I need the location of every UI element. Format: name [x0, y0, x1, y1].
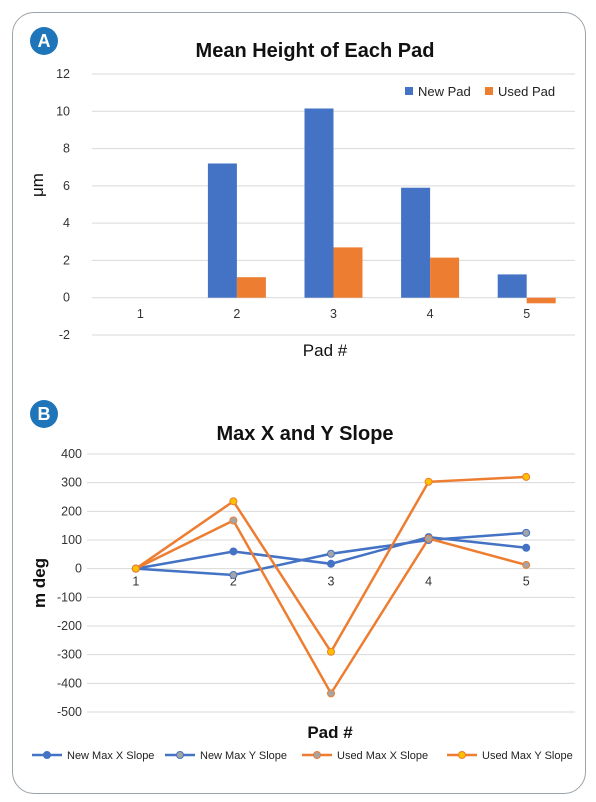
chart-b-series-lines: [131, 472, 531, 698]
bar-new-pad-pad-2: [207, 163, 237, 298]
chart-b-y-tick-label: -400: [57, 676, 82, 690]
point-used-max-x-slope-pad-2: [229, 516, 238, 525]
chart-b-y-tick-label: 200: [61, 504, 82, 518]
point-new-max-y-slope-pad-5: [522, 528, 531, 537]
bar-used-pad-pad-5: [526, 297, 556, 304]
chart-a-y-tick-label: 8: [63, 142, 70, 156]
chart-b-y-tick-label: -200: [57, 619, 82, 633]
chart-a-y-ticks: -2 0 2 4 6 8 10 12: [56, 67, 70, 342]
bar-used-pad-pad-4: [430, 257, 460, 298]
chart-a-y-tick-label: 4: [63, 216, 70, 230]
chart-a-y-tick-label: 10: [56, 104, 70, 118]
chart-a-x-tick-label: 2: [233, 307, 240, 321]
bar-new-pad-pad-3: [304, 108, 334, 298]
line-chart-max-slope: Max X and Y Slope -500 -400 -300 -200 -100 0 1…: [30, 423, 575, 762]
point-used-max-y-slope-pad-5: [522, 472, 531, 481]
chart-b-y-label: m deg: [30, 558, 49, 608]
point-used-max-y-slope-pad-4: [424, 477, 433, 486]
legend-item-used-max-y-slope: Used Max Y Slope: [447, 750, 573, 762]
legend-label-new-pad: New Pad: [418, 84, 471, 99]
chart-b-y-tick-label: -100: [57, 590, 82, 604]
panel-a-badge: A: [30, 27, 58, 55]
chart-a-x-tick-label: 3: [330, 307, 337, 321]
chart-b-y-tick-label: -300: [57, 648, 82, 662]
chart-a-legend: New Pad Used Pad: [405, 84, 555, 99]
chart-b-y-tick-label: 100: [61, 533, 82, 547]
bar-used-pad-pad-3: [333, 247, 363, 298]
chart-b-y-tick-label: 0: [75, 562, 82, 576]
legend-swatch-new-pad: [405, 87, 413, 95]
point-used-max-y-slope-pad-1: [131, 564, 140, 573]
line-used-max-x-slope: [135, 518, 527, 696]
point-new-max-x-slope-pad-3: [327, 559, 335, 568]
point-new-max-y-slope-pad-3: [327, 549, 335, 558]
figure-frame: [12, 12, 586, 794]
chart-b-legend: New Max X Slope New Max Y Slope Used Max…: [32, 750, 573, 762]
legend-label-used-pad: Used Pad: [498, 84, 555, 99]
point-used-max-x-slope-pad-5: [522, 560, 531, 569]
chart-b-x-tick-label: 1: [132, 575, 139, 589]
point-used-max-y-slope-pad-2: [229, 497, 238, 506]
bar-used-pad-pad-2: [236, 277, 266, 298]
point-new-max-x-slope-pad-2: [229, 547, 238, 556]
chart-a-y-tick-label: -2: [59, 328, 70, 342]
chart-a-x-tick-label: 4: [427, 307, 434, 321]
point-used-max-y-slope-pad-3: [327, 647, 335, 656]
chart-a-x-tick-label: 1: [137, 307, 144, 321]
chart-a-y-tick-label: 2: [63, 253, 70, 267]
chart-b-x-label: Pad #: [307, 723, 353, 742]
point-new-max-x-slope-pad-5: [522, 543, 531, 552]
chart-b-x-ticks: 1 2 3 4 5: [132, 575, 529, 589]
legend-label-used-max-x-slope: Used Max X Slope: [337, 750, 428, 762]
chart-a-y-tick-label: 6: [63, 179, 70, 193]
bar-new-pad-pad-4: [401, 187, 431, 298]
legend-swatch-used-pad: [485, 87, 493, 95]
panel-a-label: A: [38, 31, 51, 51]
chart-a-x-tick-label: 5: [523, 307, 530, 321]
chart-b-x-tick-label: 4: [425, 575, 432, 589]
panel-b-label: B: [38, 404, 51, 424]
chart-b-y-tick-label: 400: [61, 447, 82, 461]
chart-a-y-label: μm: [28, 173, 47, 197]
chart-b-y-tick-label: -500: [57, 705, 82, 719]
chart-a-y-tick-label: 12: [56, 67, 70, 81]
legend-label-used-max-y-slope: Used Max Y Slope: [482, 750, 573, 762]
panel-b-badge: B: [30, 400, 58, 428]
point-new-max-y-slope-pad-2: [229, 570, 238, 579]
chart-b-x-tick-label: 5: [523, 575, 530, 589]
chart-a-title: Mean Height of Each Pad: [196, 40, 435, 62]
legend-item-new-max-x-slope: New Max X Slope: [32, 750, 154, 762]
bar-new-pad-pad-5: [497, 274, 527, 298]
chart-b-x-tick-label: 2: [230, 575, 237, 589]
chart-a-bars: [207, 108, 556, 304]
chart-b-y-ticks: -500 -400 -300 -200 -100 0 100 200 300 400: [57, 447, 82, 719]
chart-b-title: Max X and Y Slope: [216, 423, 393, 445]
legend-item-used-max-x-slope: Used Max X Slope: [302, 750, 428, 762]
point-used-max-x-slope-pad-3: [327, 689, 335, 698]
legend-label-new-max-x-slope: New Max X Slope: [67, 750, 154, 762]
chart-a-x-ticks: 1 2 3 4 5: [137, 307, 530, 321]
chart-a-y-tick-label: 0: [63, 291, 70, 305]
chart-b-y-tick-label: 300: [61, 476, 82, 490]
legend-label-new-max-y-slope: New Max Y Slope: [200, 750, 287, 762]
chart-a-x-label: Pad #: [303, 341, 348, 360]
chart-b-x-tick-label: 3: [328, 575, 335, 589]
point-used-max-x-slope-pad-4: [424, 534, 433, 543]
legend-item-new-max-y-slope: New Max Y Slope: [165, 750, 287, 762]
